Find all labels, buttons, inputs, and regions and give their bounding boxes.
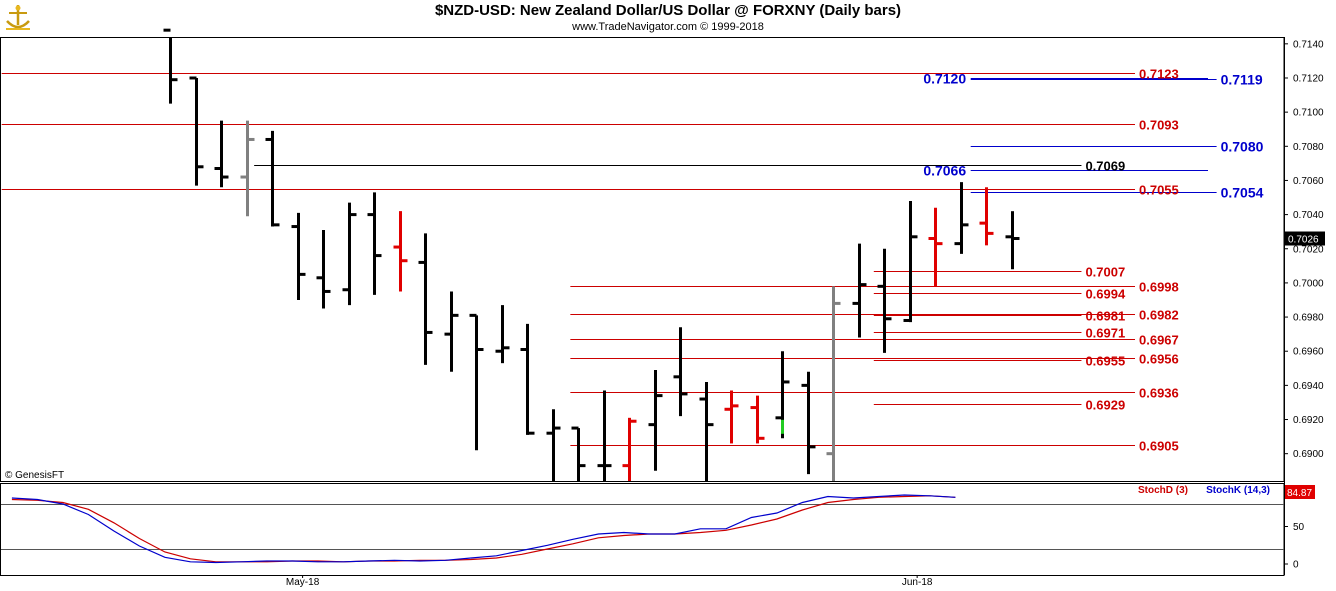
price-bar-14 (520, 323, 535, 435)
level-label-0.6981: 0.6981 (1085, 309, 1125, 324)
level-label-0.7080: 0.7080 (1221, 139, 1264, 155)
y-tick-label: 0.7100 (1293, 108, 1324, 119)
price-bar-30 (928, 207, 943, 287)
price-bar-26 (826, 286, 841, 481)
last-price-label: 0.7026 (1288, 235, 1319, 246)
price-bar-22 (724, 390, 739, 444)
level-label-0.6956: 0.6956 (1139, 352, 1179, 367)
x-tick-label: May-18 (286, 577, 320, 588)
y-tick-label: 0.6940 (1293, 381, 1324, 392)
stoch-d-legend: StochD (3) (1138, 485, 1188, 496)
price-bar-18 (622, 417, 637, 481)
price-bar-31 (954, 182, 969, 254)
price-bar-24 (775, 351, 790, 439)
price-bar-12 (469, 313, 484, 451)
chart-title: $NZD-USD: New Zealand Dollar/US Dollar @… (434, 2, 902, 19)
price-bar-33 (1005, 211, 1020, 270)
chart-header: $NZD-USD: New Zealand Dollar/US Dollar @… (0, 0, 1336, 37)
level-label-0.7055: 0.7055 (1139, 183, 1179, 198)
price-bar-28 (877, 248, 892, 353)
level-label-0.7007: 0.7007 (1085, 265, 1125, 280)
level-label-0.6936: 0.6936 (1139, 386, 1179, 401)
price-bar-20 (673, 327, 688, 417)
chart-frame (0, 37, 1285, 576)
level-label-0.6971: 0.6971 (1085, 326, 1125, 341)
price-bar-27 (852, 243, 867, 338)
level-label-0.6955: 0.6955 (1085, 354, 1125, 369)
price-panel-border (0, 37, 1285, 482)
stoch-tick-label: 50 (1293, 522, 1305, 533)
y-tick-label: 0.7140 (1293, 39, 1324, 50)
y-tick-label: 0.7080 (1293, 142, 1324, 153)
price-bar-25 (801, 371, 816, 475)
y-tick-label: 0.7040 (1293, 210, 1324, 221)
price-bar-15 (546, 409, 561, 481)
price-bar-8 (367, 192, 382, 295)
stoch-tick-label: 0 (1293, 560, 1299, 571)
price-bar-32 (979, 187, 994, 246)
price-bar-6 (316, 229, 331, 309)
y-tick-label: 0.6920 (1293, 415, 1324, 426)
y-tick-label: 0.7000 (1293, 278, 1324, 289)
level-labels: 0.7123 0.7093 0.7055 0.7120 0.7119 0.7080 0.70… (923, 67, 1263, 454)
level-label-0.6929: 0.6929 (1085, 398, 1125, 413)
y-tick-label: 0.6980 (1293, 313, 1324, 324)
stoch-k-line (11, 494, 956, 564)
date-x-axis: May-18 Jun-18 (286, 575, 933, 588)
price-bar-17 (597, 390, 612, 481)
y-tick-label: 0.6960 (1293, 347, 1324, 358)
level-label-0.7054: 0.7054 (1221, 185, 1264, 201)
price-bar-21 (699, 381, 714, 481)
price-bars (163, 28, 1020, 481)
price-bar-1 (189, 76, 204, 186)
price-bar-19 (648, 370, 663, 471)
y-tick-label: 0.7060 (1293, 176, 1324, 187)
level-lines (1, 73, 1217, 446)
x-tick-label: Jun-18 (902, 577, 933, 588)
level-label-0.7120: 0.7120 (923, 71, 966, 87)
y-tick-label: 0.6900 (1293, 449, 1324, 460)
price-bar-2 (214, 120, 229, 188)
level-label-0.7066: 0.7066 (923, 163, 966, 179)
level-label-0.6998: 0.6998 (1139, 280, 1179, 295)
last-price-box (1285, 231, 1325, 246)
genesis-watermark: © GenesisFT (5, 470, 64, 481)
price-bar-11 (444, 291, 459, 372)
y-tick-label: 0.7020 (1293, 244, 1324, 255)
price-y-axis: 0.6900 0.6920 0.6940 0.6960 0.6980 0.7000 0.70… (1284, 39, 1325, 460)
price-bar-23 (750, 395, 765, 444)
price-bar-13 (495, 305, 510, 364)
stochastic-panel: 0 50 84.87 (1, 485, 1315, 571)
level-label-0.6905: 0.6905 (1139, 439, 1179, 454)
price-bar-3 (240, 120, 255, 217)
stoch-k-legend: StochK (14,3) (1206, 485, 1270, 496)
level-label-0.7069: 0.7069 (1085, 159, 1125, 174)
price-bar-10 (418, 233, 433, 365)
level-label-0.6982: 0.6982 (1139, 308, 1179, 323)
stoch-last-box (1285, 485, 1315, 499)
level-label-0.7119: 0.7119 (1221, 72, 1263, 88)
stoch-last-label: 84.87 (1287, 488, 1312, 499)
y-tick-label: 0.7120 (1293, 73, 1324, 84)
chart-subtitle: www.TradeNavigator.com © 1999-2018 (572, 21, 764, 33)
price-bar-7 (342, 202, 357, 306)
price-bar-5 (291, 212, 306, 300)
price-bar-0 (163, 28, 178, 104)
price-bar-4 (265, 130, 280, 227)
level-label-0.6994: 0.6994 (1085, 287, 1126, 302)
level-label-0.7093: 0.7093 (1139, 118, 1179, 133)
level-label-0.7123: 0.7123 (1139, 67, 1179, 82)
price-bar-9 (393, 211, 408, 292)
stoch-d-line (11, 495, 956, 563)
price-bar-16 (571, 426, 586, 481)
tradenavigator-logo-icon (6, 5, 30, 30)
price-bar-29 (903, 200, 918, 323)
level-label-0.6967: 0.6967 (1139, 333, 1179, 348)
